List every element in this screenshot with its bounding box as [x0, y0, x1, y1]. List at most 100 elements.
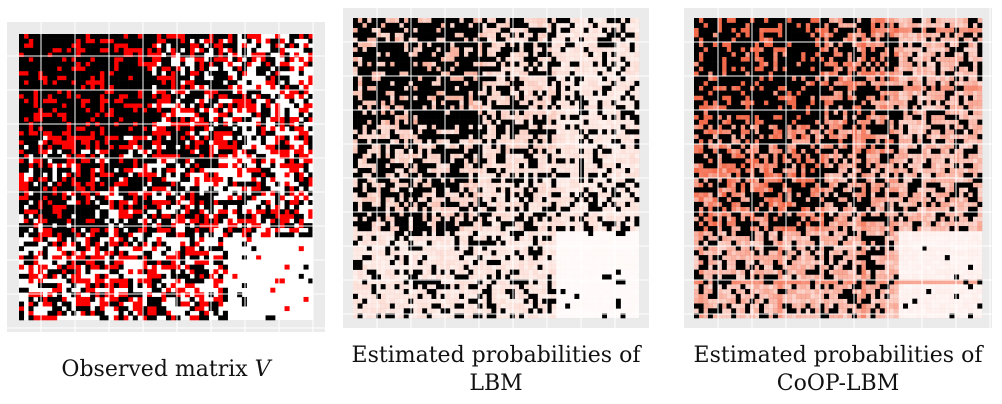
- missing-cell: [251, 34, 257, 39]
- observed-cell: [71, 98, 77, 104]
- missing-cell: [194, 144, 200, 150]
- probability-cell: [376, 201, 381, 208]
- probability-cell: [574, 100, 580, 106]
- observed-cell: [33, 186, 39, 192]
- missing-cell: [284, 149, 290, 155]
- missing-cell: [28, 57, 34, 62]
- missing-cell: [256, 255, 262, 261]
- probability-cell: [431, 105, 437, 111]
- missing-cell: [166, 167, 172, 173]
- observed-cell: [218, 70, 224, 76]
- probability-cell: [468, 216, 474, 222]
- observed-cell: [33, 177, 39, 182]
- missing-cell: [294, 163, 300, 169]
- missing-cell: [80, 310, 86, 316]
- probability-cell: [486, 100, 492, 106]
- missing-cell: [137, 278, 143, 284]
- probability-cell: [403, 264, 409, 270]
- probability-cell: [468, 259, 474, 266]
- probability-cell: [477, 226, 483, 232]
- probability-cell: [574, 56, 580, 62]
- probability-cell: [611, 255, 617, 261]
- observed-cell: [61, 227, 67, 233]
- observed-cell: [28, 93, 34, 99]
- missing-cell: [61, 103, 67, 109]
- probability-cell: [542, 284, 548, 290]
- probability-cell: [629, 211, 635, 217]
- probability-cell: [523, 90, 529, 96]
- missing-cell: [61, 269, 67, 275]
- missing-cell: [303, 130, 309, 136]
- missing-cell: [71, 158, 77, 164]
- observed-cell: [194, 52, 200, 58]
- probability-cell: [389, 255, 395, 261]
- probability-cell: [445, 192, 451, 198]
- missing-cell: [113, 57, 119, 62]
- missing-cell: [71, 241, 77, 247]
- missing-cell: [161, 80, 167, 86]
- probability-cell: [385, 163, 391, 169]
- probability-cell: [371, 85, 377, 91]
- observed-cell: [147, 117, 153, 122]
- probability-cell: [588, 143, 594, 149]
- observed-cell: [80, 43, 86, 49]
- observed-cell: [298, 200, 304, 205]
- observed-cell: [75, 158, 81, 164]
- observed-cell: [80, 163, 86, 169]
- observed-cell: [47, 310, 53, 316]
- missing-cell: [275, 204, 281, 210]
- missing-cell: [66, 144, 72, 150]
- observed-cell: [184, 213, 191, 219]
- probability-cell: [555, 216, 561, 222]
- probability-cell: [583, 250, 589, 256]
- probability-cell: [574, 250, 580, 256]
- probability-cell: [620, 32, 626, 38]
- probability-cell: [459, 153, 465, 159]
- probability-cell: [449, 158, 455, 164]
- probability-cell: [426, 143, 432, 149]
- probability-cell: [449, 288, 455, 295]
- probability-cell: [551, 279, 557, 285]
- probability-cell: [472, 201, 478, 208]
- observed-cell: [137, 292, 143, 298]
- observed-cell: [147, 75, 153, 81]
- observed-cell: [175, 158, 181, 164]
- observed-cell: [137, 283, 143, 289]
- probability-cell: [588, 22, 594, 28]
- probability-cell: [491, 226, 497, 232]
- observed-cell: [19, 57, 25, 62]
- observed-cell: [203, 190, 209, 196]
- probability-cell: [560, 153, 566, 159]
- probability-cell: [496, 221, 501, 227]
- observed-cell: [104, 57, 110, 62]
- observed-cell: [109, 34, 115, 39]
- probability-cell: [417, 264, 423, 270]
- missing-cell: [256, 84, 262, 90]
- probability-cell: [569, 153, 575, 159]
- missing-cell: [142, 163, 148, 169]
- observed-cell: [66, 84, 72, 90]
- missing-cell: [279, 149, 285, 155]
- observed-cell: [132, 52, 138, 58]
- observed-cell: [37, 84, 44, 90]
- missing-cell: [218, 278, 224, 284]
- observed-cell: [218, 89, 224, 95]
- missing-cell: [42, 301, 48, 307]
- observed-cell: [170, 273, 176, 279]
- observed-cell: [37, 186, 44, 192]
- observed-cell: [203, 103, 209, 109]
- probability-cell: [380, 313, 386, 319]
- probability-cell: [459, 95, 465, 101]
- observed-cell: [189, 98, 195, 104]
- missing-cell: [184, 158, 191, 164]
- probability-cell: [588, 163, 594, 169]
- probability-cell: [385, 269, 391, 275]
- probability-cell: [459, 259, 465, 266]
- probability-cell: [519, 168, 524, 174]
- probability-cell: [560, 32, 566, 38]
- probability-cell: [615, 250, 621, 256]
- probability-cell: [500, 42, 506, 48]
- missing-cell: [75, 52, 81, 58]
- probability-cell: [611, 56, 617, 62]
- missing-cell: [28, 301, 34, 307]
